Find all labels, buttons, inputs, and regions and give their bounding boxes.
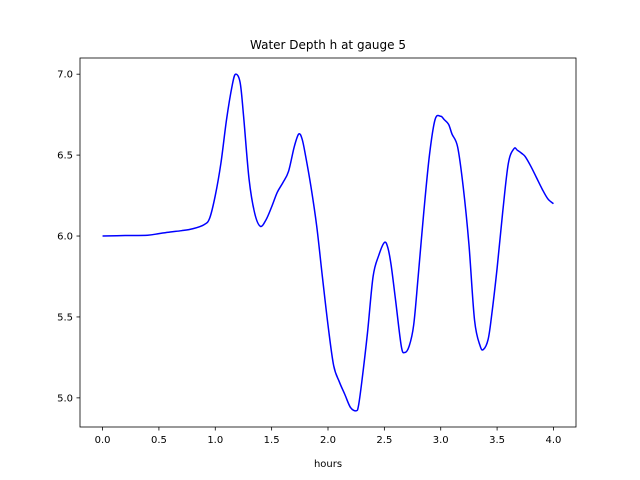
x-tick-label: 0.0 — [95, 435, 111, 446]
x-tick-label: 2.0 — [320, 435, 336, 446]
chart-title: Water Depth h at gauge 5 — [250, 38, 406, 52]
x-tick-label: 0.5 — [151, 435, 167, 446]
axes-layer: 0.0 0.5 1.0 1.5 2.0 2.5 3.0 3.5 4.0 5.0 5.5 6.0 6.5 7… — [57, 57, 577, 446]
y-tick-label: 5.0 — [57, 393, 73, 404]
x-tick-label: 2.5 — [376, 435, 392, 446]
x-tick-label: 1.5 — [264, 435, 280, 446]
y-tick-label: 6.0 — [57, 232, 73, 243]
series-layer — [102, 73, 554, 412]
x-tick-label: 3.0 — [433, 435, 449, 446]
y-tick-label: 6.5 — [57, 151, 73, 162]
y-tick-label: 5.5 — [57, 312, 73, 323]
x-tick-label: 1.0 — [207, 435, 223, 446]
y-tick-label: 7.0 — [57, 70, 73, 81]
x-axis-title: hours — [314, 459, 342, 470]
x-tick-label: 4.0 — [546, 435, 562, 446]
series-line-0 — [102, 73, 554, 412]
x-tick-label: 3.5 — [489, 435, 505, 446]
